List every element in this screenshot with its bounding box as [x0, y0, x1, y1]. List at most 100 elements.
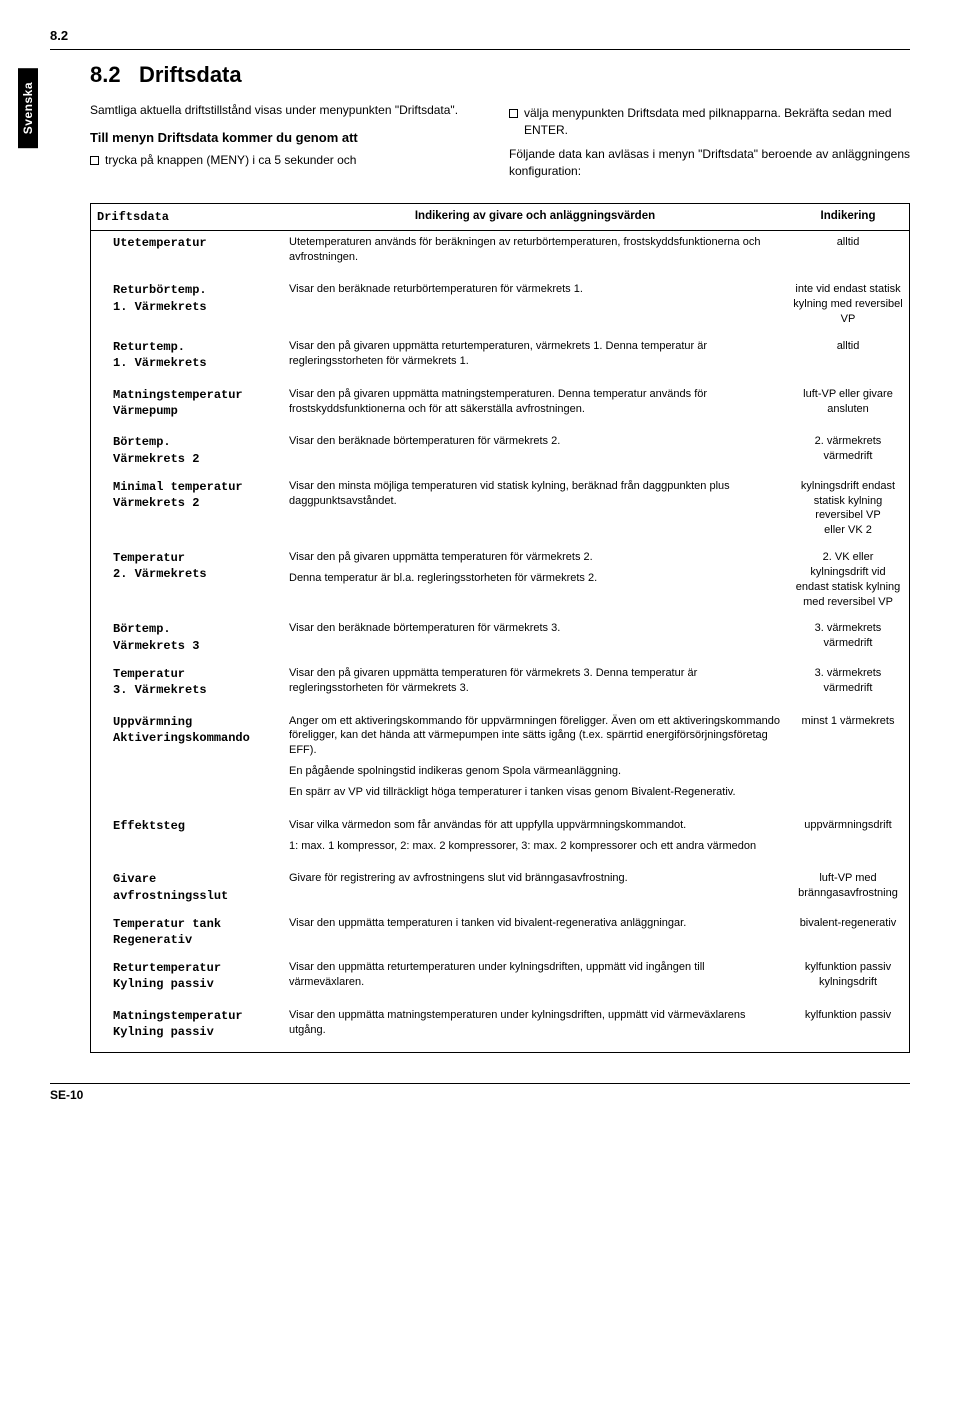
language-tab: Svenska [18, 68, 38, 148]
table-cell-indication: uppvärmningsdrift [787, 814, 910, 868]
table-cell-desc-para: Utetemperaturen används för beräkningen … [289, 235, 781, 265]
table-head-c2: Indikering av givare och anläggningsvärd… [283, 203, 787, 230]
table-cell-desc: Visar den på givaren uppmätta returtempe… [283, 335, 787, 383]
table-cell-desc: Visar den minsta möjliga temperaturen vi… [283, 475, 787, 546]
table-cell-desc-para: Visar den på givaren uppmätta matningste… [289, 387, 781, 417]
table-cell-desc: Anger om ett aktiveringskommando för upp… [283, 710, 787, 814]
table-cell-desc: Visar den uppmätta matningstemperaturen … [283, 1004, 787, 1052]
intro-right-bullet: välja menypunkten Driftsdata med pilknap… [509, 105, 910, 140]
table-cell-name: Temperatur 2. Värmekrets [91, 546, 284, 617]
table-cell-desc: Visar den beräknade returbörtemperaturen… [283, 278, 787, 335]
table-cell-name: Matningstemperatur Värmepump [91, 383, 284, 431]
footer-rule [50, 1083, 910, 1084]
table-cell-indication: 2. värmekrets värmedrift [787, 430, 910, 474]
table-cell-desc: Visar den på givaren uppmätta matningste… [283, 383, 787, 431]
table-cell-indication: luft-VP eller givare ansluten [787, 383, 910, 431]
intro-right-para: Följande data kan avläsas i menyn "Drift… [509, 146, 910, 181]
table-cell-desc-para: Anger om ett aktiveringskommando för upp… [289, 714, 781, 759]
header-rule [50, 49, 910, 50]
table-row: Returtemp. 1. VärmekretsVisar den på giv… [91, 335, 910, 383]
table-cell-desc-para: Visar den uppmätta returtemperaturen und… [289, 960, 781, 990]
table-cell-indication: bivalent-regenerativ [787, 912, 910, 956]
table-cell-name: Börtemp. Värmekrets 2 [91, 430, 284, 474]
table-cell-desc-para: Givare för registrering av avfrostningen… [289, 871, 781, 886]
content-area: 8.2 Driftsdata Samtliga aktuella driftst… [90, 62, 910, 1053]
table-cell-desc-para: Visar den uppmätta matningstemperaturen … [289, 1008, 781, 1038]
section-title-number: 8.2 [90, 62, 121, 87]
intro-right-bullet-text: välja menypunkten Driftsdata med pilknap… [524, 105, 910, 140]
table-cell-desc: Visar vilka värmedon som får användas fö… [283, 814, 787, 868]
table-cell-name: Utetemperatur [91, 230, 284, 278]
intro-left-bullet: trycka på knappen (MENY) i ca 5 sekunder… [90, 152, 491, 169]
table-cell-name: Uppvärmning Aktiveringskommando [91, 710, 284, 814]
bullet-square-icon [509, 109, 518, 118]
intro-left-bullet-text: trycka på knappen (MENY) i ca 5 sekunder… [105, 152, 356, 169]
table-row: Börtemp. Värmekrets 3 Visar den beräknade… [91, 617, 910, 661]
intro-left-subhead: Till menyn Driftsdata kommer du genom at… [90, 129, 491, 148]
table-cell-desc-para: En pågående spolningstid indikeras genom… [289, 764, 781, 779]
table-cell-indication: kylningsdrift endast statisk kylning rev… [787, 475, 910, 546]
table-cell-desc-para: Visar den uppmätta temperaturen i tanken… [289, 916, 781, 931]
table-row: Temperatur 3. VärmekretsVisar den på giv… [91, 662, 910, 710]
table-row: Minimal temperatur Värmekrets 2Visar den… [91, 475, 910, 546]
table-head: Driftsdata Indikering av givare och anlä… [91, 203, 910, 230]
table-cell-name: Effektsteg [91, 814, 284, 868]
table-cell-desc-para: Visar vilka värmedon som får användas fö… [289, 818, 781, 833]
intro-left: Samtliga aktuella driftstillstånd visas … [90, 102, 491, 187]
page: 8.2 Svenska 8.2 Driftsdata Samtliga aktu… [0, 0, 960, 1414]
table-cell-desc-para: En spärr av VP vid tillräckligt höga tem… [289, 785, 781, 800]
driftsdata-table: Driftsdata Indikering av givare och anlä… [90, 203, 910, 1053]
table-cell-desc: Visar den uppmätta returtemperaturen und… [283, 956, 787, 1004]
table-cell-desc: Visar den uppmätta temperaturen i tanken… [283, 912, 787, 956]
table-row: Temperatur tank RegenerativVisar den upp… [91, 912, 910, 956]
bullet-square-icon [90, 156, 99, 165]
table-row: Uppvärmning AktiveringskommandoAnger om … [91, 710, 910, 814]
table-cell-indication: alltid [787, 335, 910, 383]
table-cell-indication: 3. värmekrets värmedrift [787, 662, 910, 710]
table-row: Givare avfrostningsslut Givare för regist… [91, 867, 910, 911]
intro-columns: Samtliga aktuella driftstillstånd visas … [90, 102, 910, 187]
table-head-c1: Driftsdata [91, 203, 284, 230]
page-number: SE-10 [50, 1088, 910, 1102]
table-cell-indication: 2. VK eller kylningsdrift vid endast sta… [787, 546, 910, 617]
table-row: Matningstemperatur VärmepumpVisar den på… [91, 383, 910, 431]
table-row: Returbörtemp. 1. VärmekretsVisar den ber… [91, 278, 910, 335]
table-row: Returtemperatur Kylning passivVisar den … [91, 956, 910, 1004]
table-cell-indication: 3. värmekrets värmedrift [787, 617, 910, 661]
table-cell-indication: kylfunktion passiv kylningsdrift [787, 956, 910, 1004]
table-cell-desc: Utetemperaturen används för beräkningen … [283, 230, 787, 278]
table-cell-indication: inte vid endast statisk kylning med reve… [787, 278, 910, 335]
table-cell-desc: Visar den på givaren uppmätta temperatur… [283, 662, 787, 710]
table-cell-desc-para: Denna temperatur är bl.a. regleringsstor… [289, 571, 781, 586]
table-cell-desc-para: Visar den på givaren uppmätta temperatur… [289, 666, 781, 696]
intro-left-para: Samtliga aktuella driftstillstånd visas … [90, 102, 491, 119]
table-cell-desc: Givare för registrering av avfrostningen… [283, 867, 787, 911]
table-head-row: Driftsdata Indikering av givare och anlä… [91, 203, 910, 230]
table-row: Effektsteg Visar vilka värmedon som får a… [91, 814, 910, 868]
header-section-number: 8.2 [50, 28, 910, 43]
table-cell-indication: minst 1 värmekrets [787, 710, 910, 814]
table-cell-desc-para: 1: max. 1 kompressor, 2: max. 2 kompress… [289, 839, 781, 854]
table-body: UtetemperaturUtetemperaturen används för… [91, 230, 910, 1052]
table-head-c3: Indikering [787, 203, 910, 230]
table-row: Börtemp. Värmekrets 2Visar den beräknade… [91, 430, 910, 474]
table-cell-name: Minimal temperatur Värmekrets 2 [91, 475, 284, 546]
table-cell-desc: Visar den beräknade börtemperaturen för … [283, 617, 787, 661]
table-cell-name: Börtemp. Värmekrets 3 [91, 617, 284, 661]
table-cell-name: Returtemperatur Kylning passiv [91, 956, 284, 1004]
table-cell-name: Matningstemperatur Kylning passiv [91, 1004, 284, 1052]
table-cell-indication: kylfunktion passiv [787, 1004, 910, 1052]
table-row: UtetemperaturUtetemperaturen används för… [91, 230, 910, 278]
table-cell-desc: Visar den på givaren uppmätta temperatur… [283, 546, 787, 617]
table-row: Temperatur 2. Värmekrets Visar den på giv… [91, 546, 910, 617]
section-title: 8.2 Driftsdata [90, 62, 910, 88]
table-cell-desc-para: Visar den minsta möjliga temperaturen vi… [289, 479, 781, 509]
table-cell-indication: luft-VP med bränngasavfrostning [787, 867, 910, 911]
table-cell-desc: Visar den beräknade börtemperaturen för … [283, 430, 787, 474]
table-cell-name: Temperatur 3. Värmekrets [91, 662, 284, 710]
table-cell-name: Givare avfrostningsslut [91, 867, 284, 911]
table-cell-desc-para: Visar den på givaren uppmätta temperatur… [289, 550, 781, 565]
table-cell-desc-para: Visar den på givaren uppmätta returtempe… [289, 339, 781, 369]
table-cell-desc-para: Visar den beräknade börtemperaturen för … [289, 621, 781, 636]
table-cell-name: Returtemp. 1. Värmekrets [91, 335, 284, 383]
